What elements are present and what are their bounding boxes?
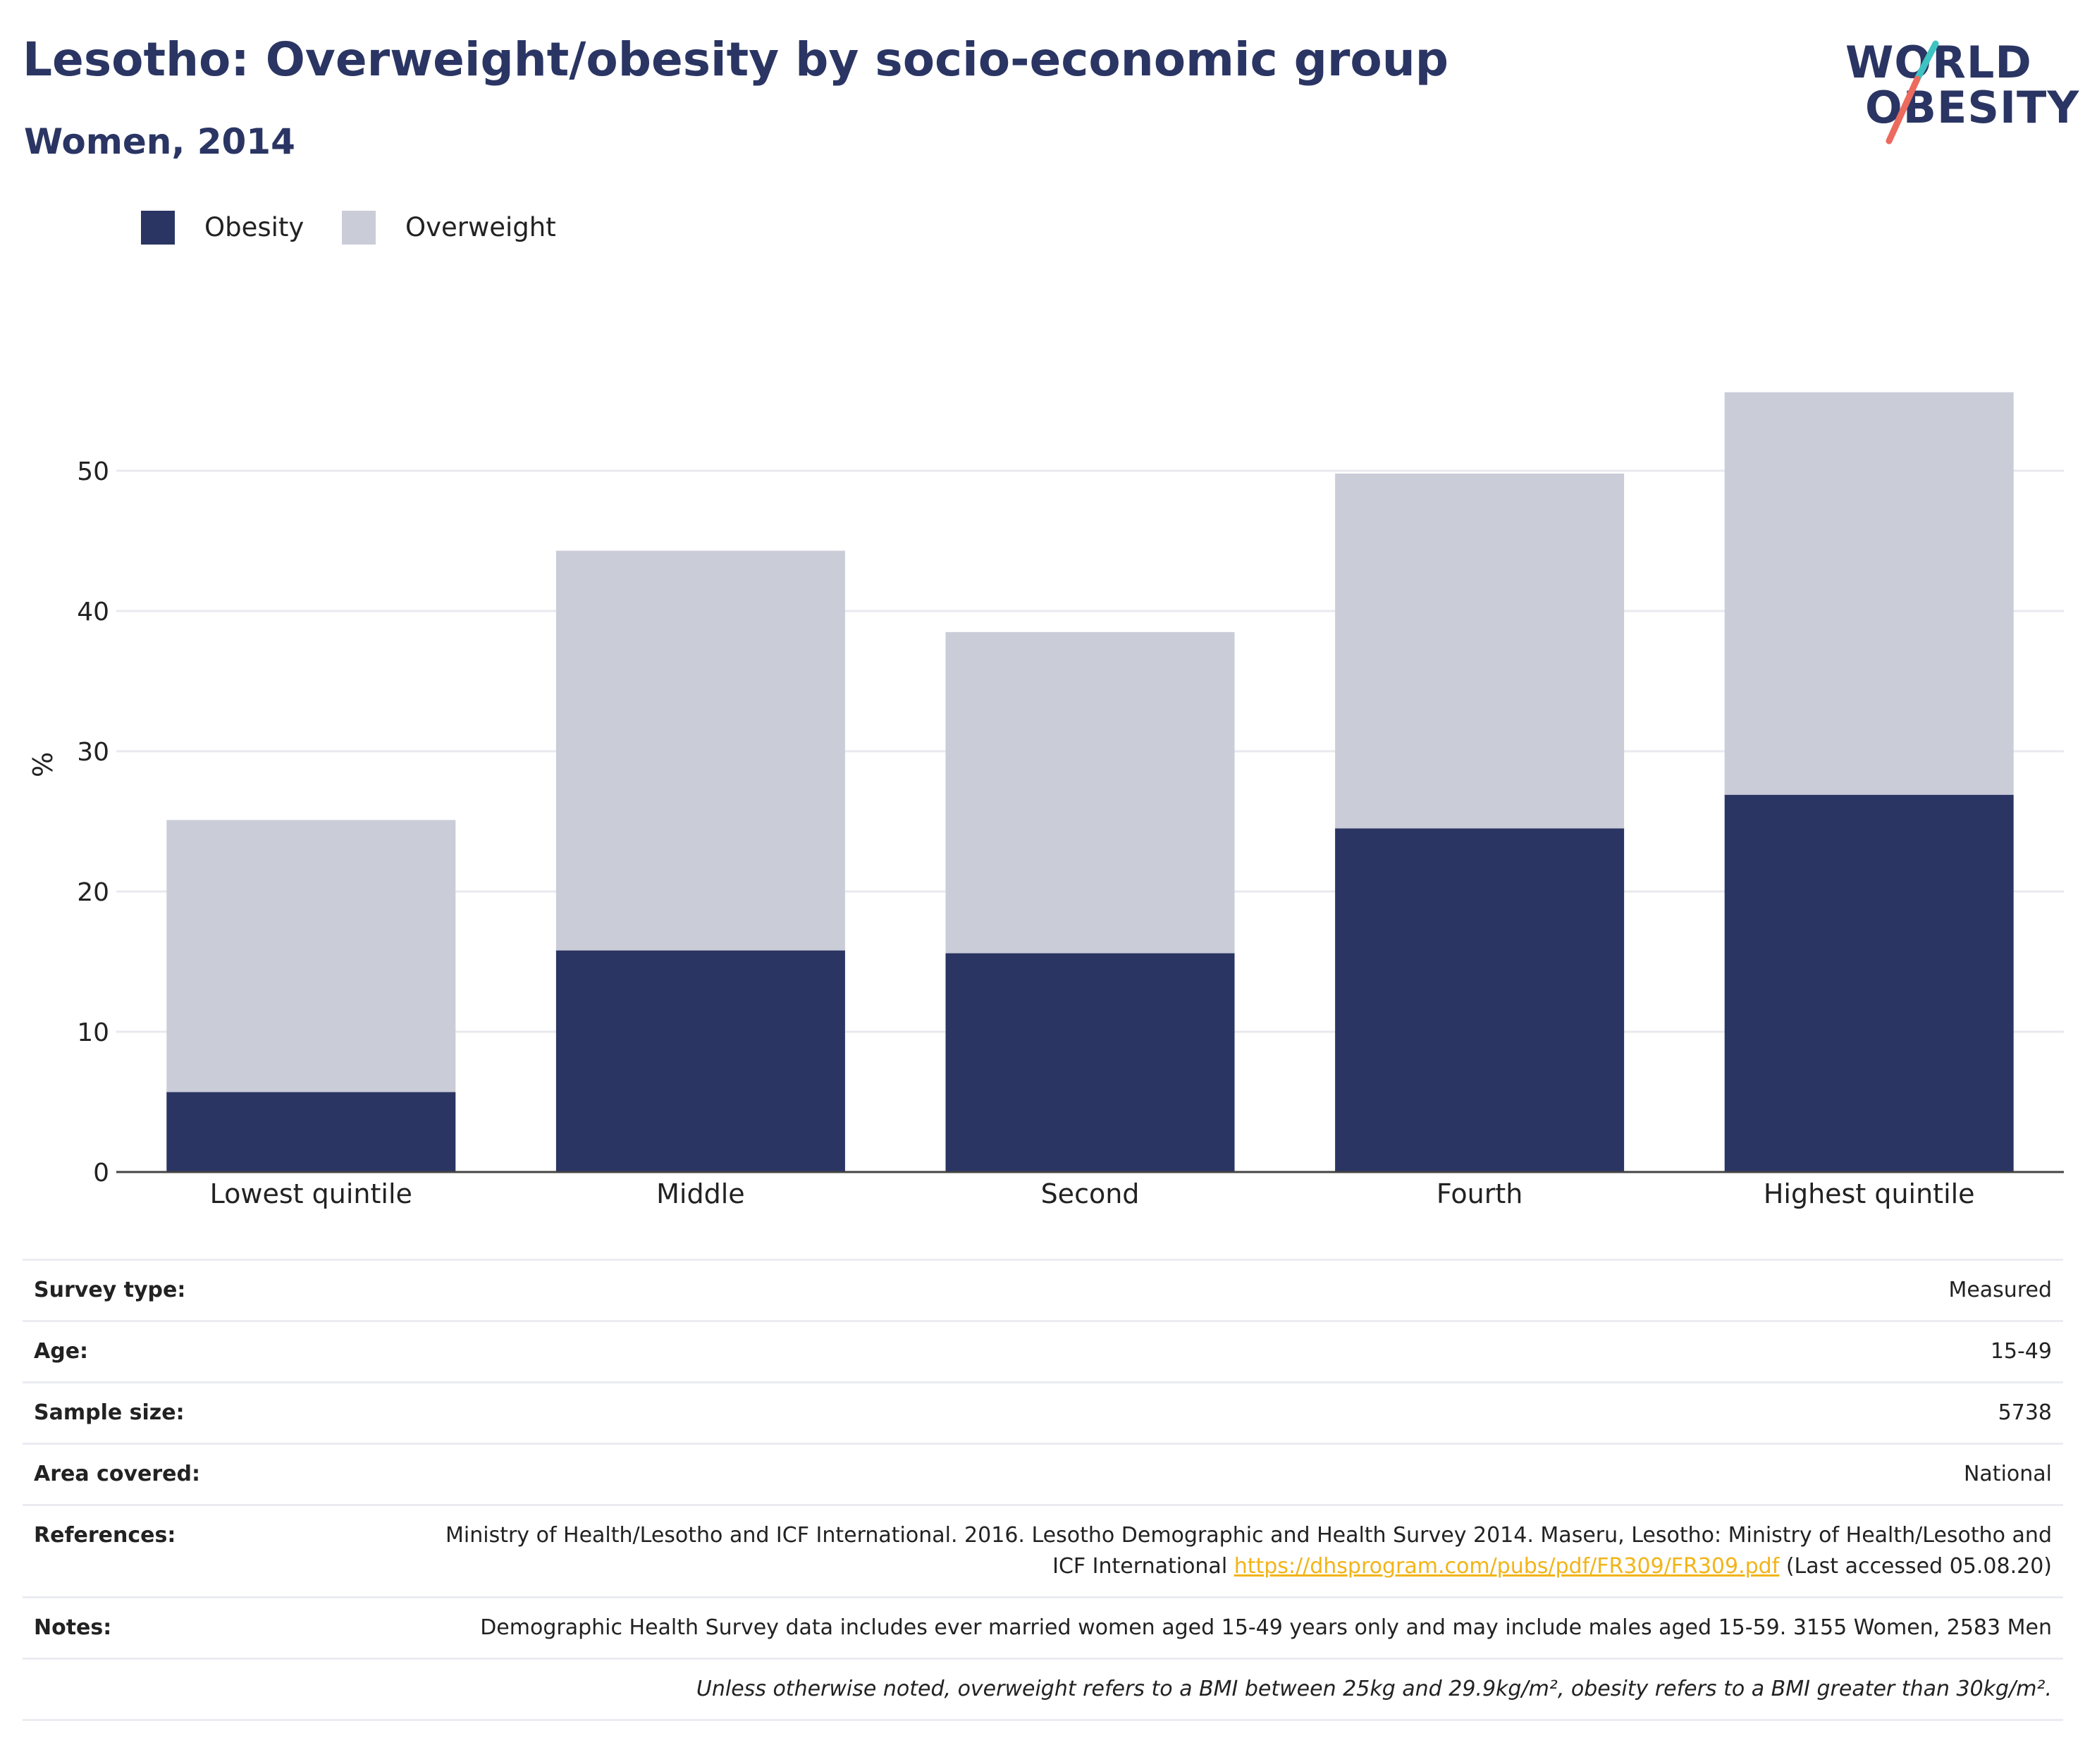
info-row-survey-type: Survey type: Measured (23, 1259, 2063, 1321)
legend-swatch-obesity (141, 211, 175, 245)
y-tick-label: 0 (93, 1159, 109, 1188)
y-tick-label: 40 (77, 598, 109, 627)
x-category-label: Middle (656, 1178, 745, 1209)
info-row-age: Age: 15-49 (23, 1320, 2063, 1383)
legend-label-obesity: Obesity (204, 212, 305, 242)
y-axis-label: % (27, 752, 59, 777)
info-key-notes: Notes: (23, 1596, 412, 1659)
info-row-area-covered: Area covered: National (23, 1443, 2063, 1505)
logo-slash-icon (1886, 40, 1939, 144)
bar-overweight-fourth[interactable] (1335, 473, 1625, 829)
info-value-age: 15-49 (412, 1320, 2063, 1383)
info-value-notes: Demographic Health Survey data includes … (412, 1596, 2063, 1659)
stacked-bar-chart: 0 10 20 30 40 50 Lowest quintile Middle Second Fo… (27, 392, 2064, 1209)
info-row-notes: Notes: Demographic Health Survey data in… (23, 1596, 2063, 1659)
info-row-references: References: Ministry of Health/Lesotho a… (23, 1504, 2063, 1598)
y-tick-label: 20 (77, 878, 109, 907)
bar-overweight-middle[interactable] (555, 550, 845, 951)
info-key-survey-type: Survey type: (23, 1259, 412, 1321)
y-tick-label: 50 (77, 457, 109, 486)
bar-overweight-second[interactable] (945, 631, 1235, 954)
info-value-area-covered: National (412, 1443, 2063, 1505)
bar-obesity-middle[interactable] (555, 950, 845, 1172)
bmi-footnote: Unless otherwise noted, overweight refer… (412, 1658, 2063, 1721)
info-key-age: Age: (23, 1320, 412, 1383)
info-key-sample-size: Sample size: (23, 1381, 412, 1444)
references-link[interactable]: https://dhsprogram.com/pubs/pdf/FR309/FR… (1234, 1554, 1780, 1579)
bar-obesity-highest-quintile[interactable] (1724, 794, 2014, 1172)
legend-swatch-overweight (342, 211, 376, 245)
y-tick-label: 30 (77, 738, 109, 767)
x-category-label: Lowest quintile (210, 1178, 412, 1209)
chart-subtitle: Women, 2014 (24, 121, 295, 162)
x-category-label: Highest quintile (1764, 1178, 1975, 1209)
chart-title: Lesotho: Overweight/obesity by socio-eco… (23, 32, 1449, 87)
bar-overweight-highest-quintile[interactable] (1724, 392, 2014, 795)
y-tick-label: 10 (77, 1018, 109, 1047)
world-obesity-logo: WORLD OBESITY (1833, 21, 2079, 148)
x-category-label: Fourth (1437, 1178, 1523, 1209)
references-accessed: (Last accessed 05.08.20) (1779, 1554, 2052, 1579)
bar-obesity-second[interactable] (945, 953, 1235, 1172)
logo-text-world: WORLD (1845, 37, 2032, 88)
survey-info-table: Survey type: Measured Age: 15-49 Sample size… (23, 1259, 2063, 1721)
info-value-sample-size: 5738 (412, 1381, 2063, 1444)
info-key-area-covered: Area covered: (23, 1443, 412, 1505)
info-key-references: References: (23, 1504, 412, 1598)
info-row-sample-size: Sample size: 5738 (23, 1381, 2063, 1444)
bar-obesity-lowest-quintile[interactable] (166, 1092, 456, 1172)
info-row-footnote: Unless otherwise noted, overweight refer… (23, 1658, 2063, 1721)
bar-obesity-fourth[interactable] (1335, 828, 1625, 1172)
references-text: Ministry of Health/Lesotho and ICF Inter… (445, 1523, 2052, 1579)
info-value-survey-type: Measured (412, 1259, 2063, 1321)
info-value-references: Ministry of Health/Lesotho and ICF Inter… (412, 1504, 2063, 1598)
legend-label-overweight: Overweight (405, 212, 556, 242)
x-category-label: Second (1041, 1178, 1140, 1209)
bar-overweight-lowest-quintile[interactable] (166, 820, 456, 1092)
info-key-empty (23, 1658, 412, 1721)
